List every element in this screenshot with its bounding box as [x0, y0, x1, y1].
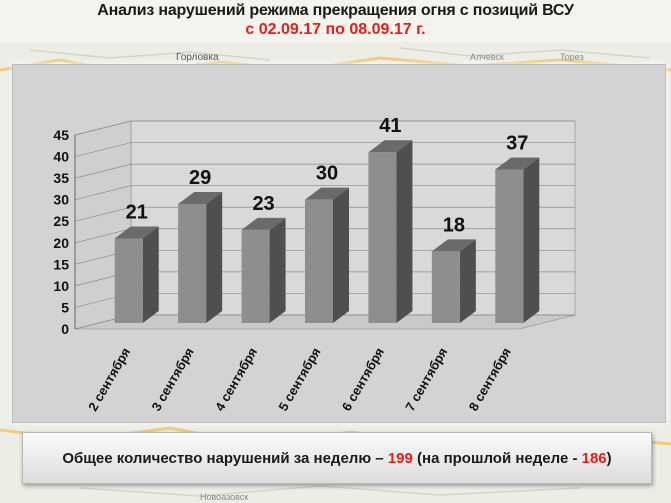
gridline	[74, 206, 575, 222]
bar-top	[368, 140, 413, 153]
data-label: 18	[443, 214, 465, 236]
map-label: Торез	[560, 52, 584, 62]
bar-side	[269, 217, 286, 323]
y-tick-label: 15	[53, 256, 69, 272]
bar-top	[431, 239, 476, 252]
page-period: с 02.09.17 по 08.09.17 г.	[245, 21, 426, 38]
summary-total: 199	[387, 449, 413, 467]
bar-top	[241, 217, 286, 230]
bar	[431, 251, 460, 323]
summary-prefix: Общее количество нарушений за неделю –	[62, 449, 388, 467]
y-tick-label: 30	[53, 192, 69, 208]
x-tick-label: 6 сентября	[339, 345, 387, 414]
gridline	[74, 185, 575, 201]
bar	[178, 203, 207, 323]
y-tick-label: 40	[53, 149, 69, 165]
gridline	[74, 120, 575, 136]
bar-side	[142, 226, 159, 323]
bar-side	[523, 157, 540, 323]
y-tick-label: 35	[53, 170, 69, 186]
y-tick-label: 5	[61, 299, 69, 315]
bar-side	[396, 140, 413, 323]
x-tick-label: 5 сентября	[275, 345, 323, 414]
x-tick-label: 3 сентября	[149, 345, 197, 414]
bar-top	[305, 187, 349, 200]
map-label: Горловка	[176, 52, 219, 63]
x-tick-label: 8 сентября	[466, 345, 514, 414]
data-label: 37	[506, 132, 528, 154]
summary-suffix: )	[606, 449, 612, 467]
bar	[241, 229, 270, 323]
title-banner: Анализ нарушений режима прекращения огня…	[0, 0, 671, 42]
data-label: 23	[252, 193, 274, 215]
summary-previous: 186	[581, 449, 607, 467]
bar-top	[495, 157, 540, 170]
bar	[305, 199, 333, 323]
chart-panel: 0 5 10 15 20 25 30 35 40 45 21 2 сентября 29 3 сентяб…	[12, 64, 666, 423]
bar-top	[114, 226, 159, 239]
data-label: 30	[316, 163, 338, 185]
map-label: Новоазовск	[200, 492, 248, 502]
bar	[495, 169, 524, 323]
summary-middle: (на прошлой неделе -	[412, 449, 582, 467]
x-tick-label: 2 сентября	[85, 345, 133, 414]
x-tick-label: 4 сентября	[212, 345, 260, 414]
bar	[114, 238, 143, 323]
y-tick-label: 25	[53, 213, 69, 229]
data-label: 29	[189, 167, 211, 189]
gridline	[74, 163, 575, 179]
bar-chart: 0 5 10 15 20 25 30 35 40 45 21 2 сентября 29 3 сентяб…	[53, 115, 576, 414]
y-tick-label: 20	[53, 235, 69, 251]
y-tick-label: 0	[61, 321, 69, 337]
y-tick-label: 10	[53, 278, 69, 294]
gridline	[74, 142, 575, 157]
bar-top	[178, 191, 223, 204]
map-label: Алчевск	[470, 52, 504, 62]
bar-side	[206, 191, 223, 323]
data-label: 21	[126, 201, 148, 223]
y-tick-label: 45	[53, 127, 69, 143]
summary-box: Общее количество нарушений за неделю – 1…	[22, 432, 652, 484]
bar-side	[459, 239, 476, 323]
bar	[368, 152, 397, 323]
bar-side	[333, 187, 349, 323]
x-tick-label: 7 сентября	[402, 345, 450, 414]
page-title: Анализ нарушений режима прекращения огня…	[97, 2, 574, 19]
data-label: 41	[379, 115, 401, 137]
